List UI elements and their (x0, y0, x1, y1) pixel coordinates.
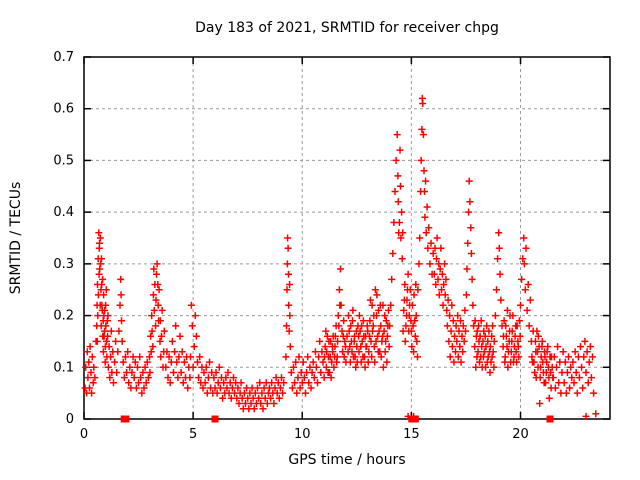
x-tick-label: 5 (189, 427, 197, 442)
x-tick-label: 20 (512, 427, 529, 442)
y-tick-label: 0.3 (53, 257, 74, 272)
scatter-points (81, 94, 600, 420)
flag-square (122, 415, 130, 423)
flag-square (546, 415, 554, 423)
y-tick-label: 0.6 (53, 102, 74, 117)
y-tick-label: 0.5 (53, 153, 74, 168)
y-tick-label: 0.7 (53, 50, 74, 65)
y-tick-label: 0.2 (53, 309, 74, 324)
y-tick-label: 0.1 (53, 360, 74, 375)
x-tick-label: 10 (294, 427, 311, 442)
x-tick-label: 15 (403, 427, 420, 442)
y-tick-label: 0 (66, 412, 74, 427)
x-axis-label: GPS time / hours (288, 452, 405, 468)
data-points (81, 94, 600, 423)
x-tick-label: 0 (80, 427, 88, 442)
tick-labels: 0 5 10 15 20 0 0.1 0.2 0.3 0.4 0.5 0.6 0.7 (53, 50, 528, 442)
flag-square (211, 415, 219, 423)
plot-border (83, 56, 611, 420)
chart-title: Day 183 of 2021, SRMTID for receiver chp… (195, 20, 499, 36)
flag-square (411, 415, 419, 423)
y-tick-label: 0.4 (53, 205, 74, 220)
y-axis-label: SRMTID / TECUs (8, 182, 24, 295)
